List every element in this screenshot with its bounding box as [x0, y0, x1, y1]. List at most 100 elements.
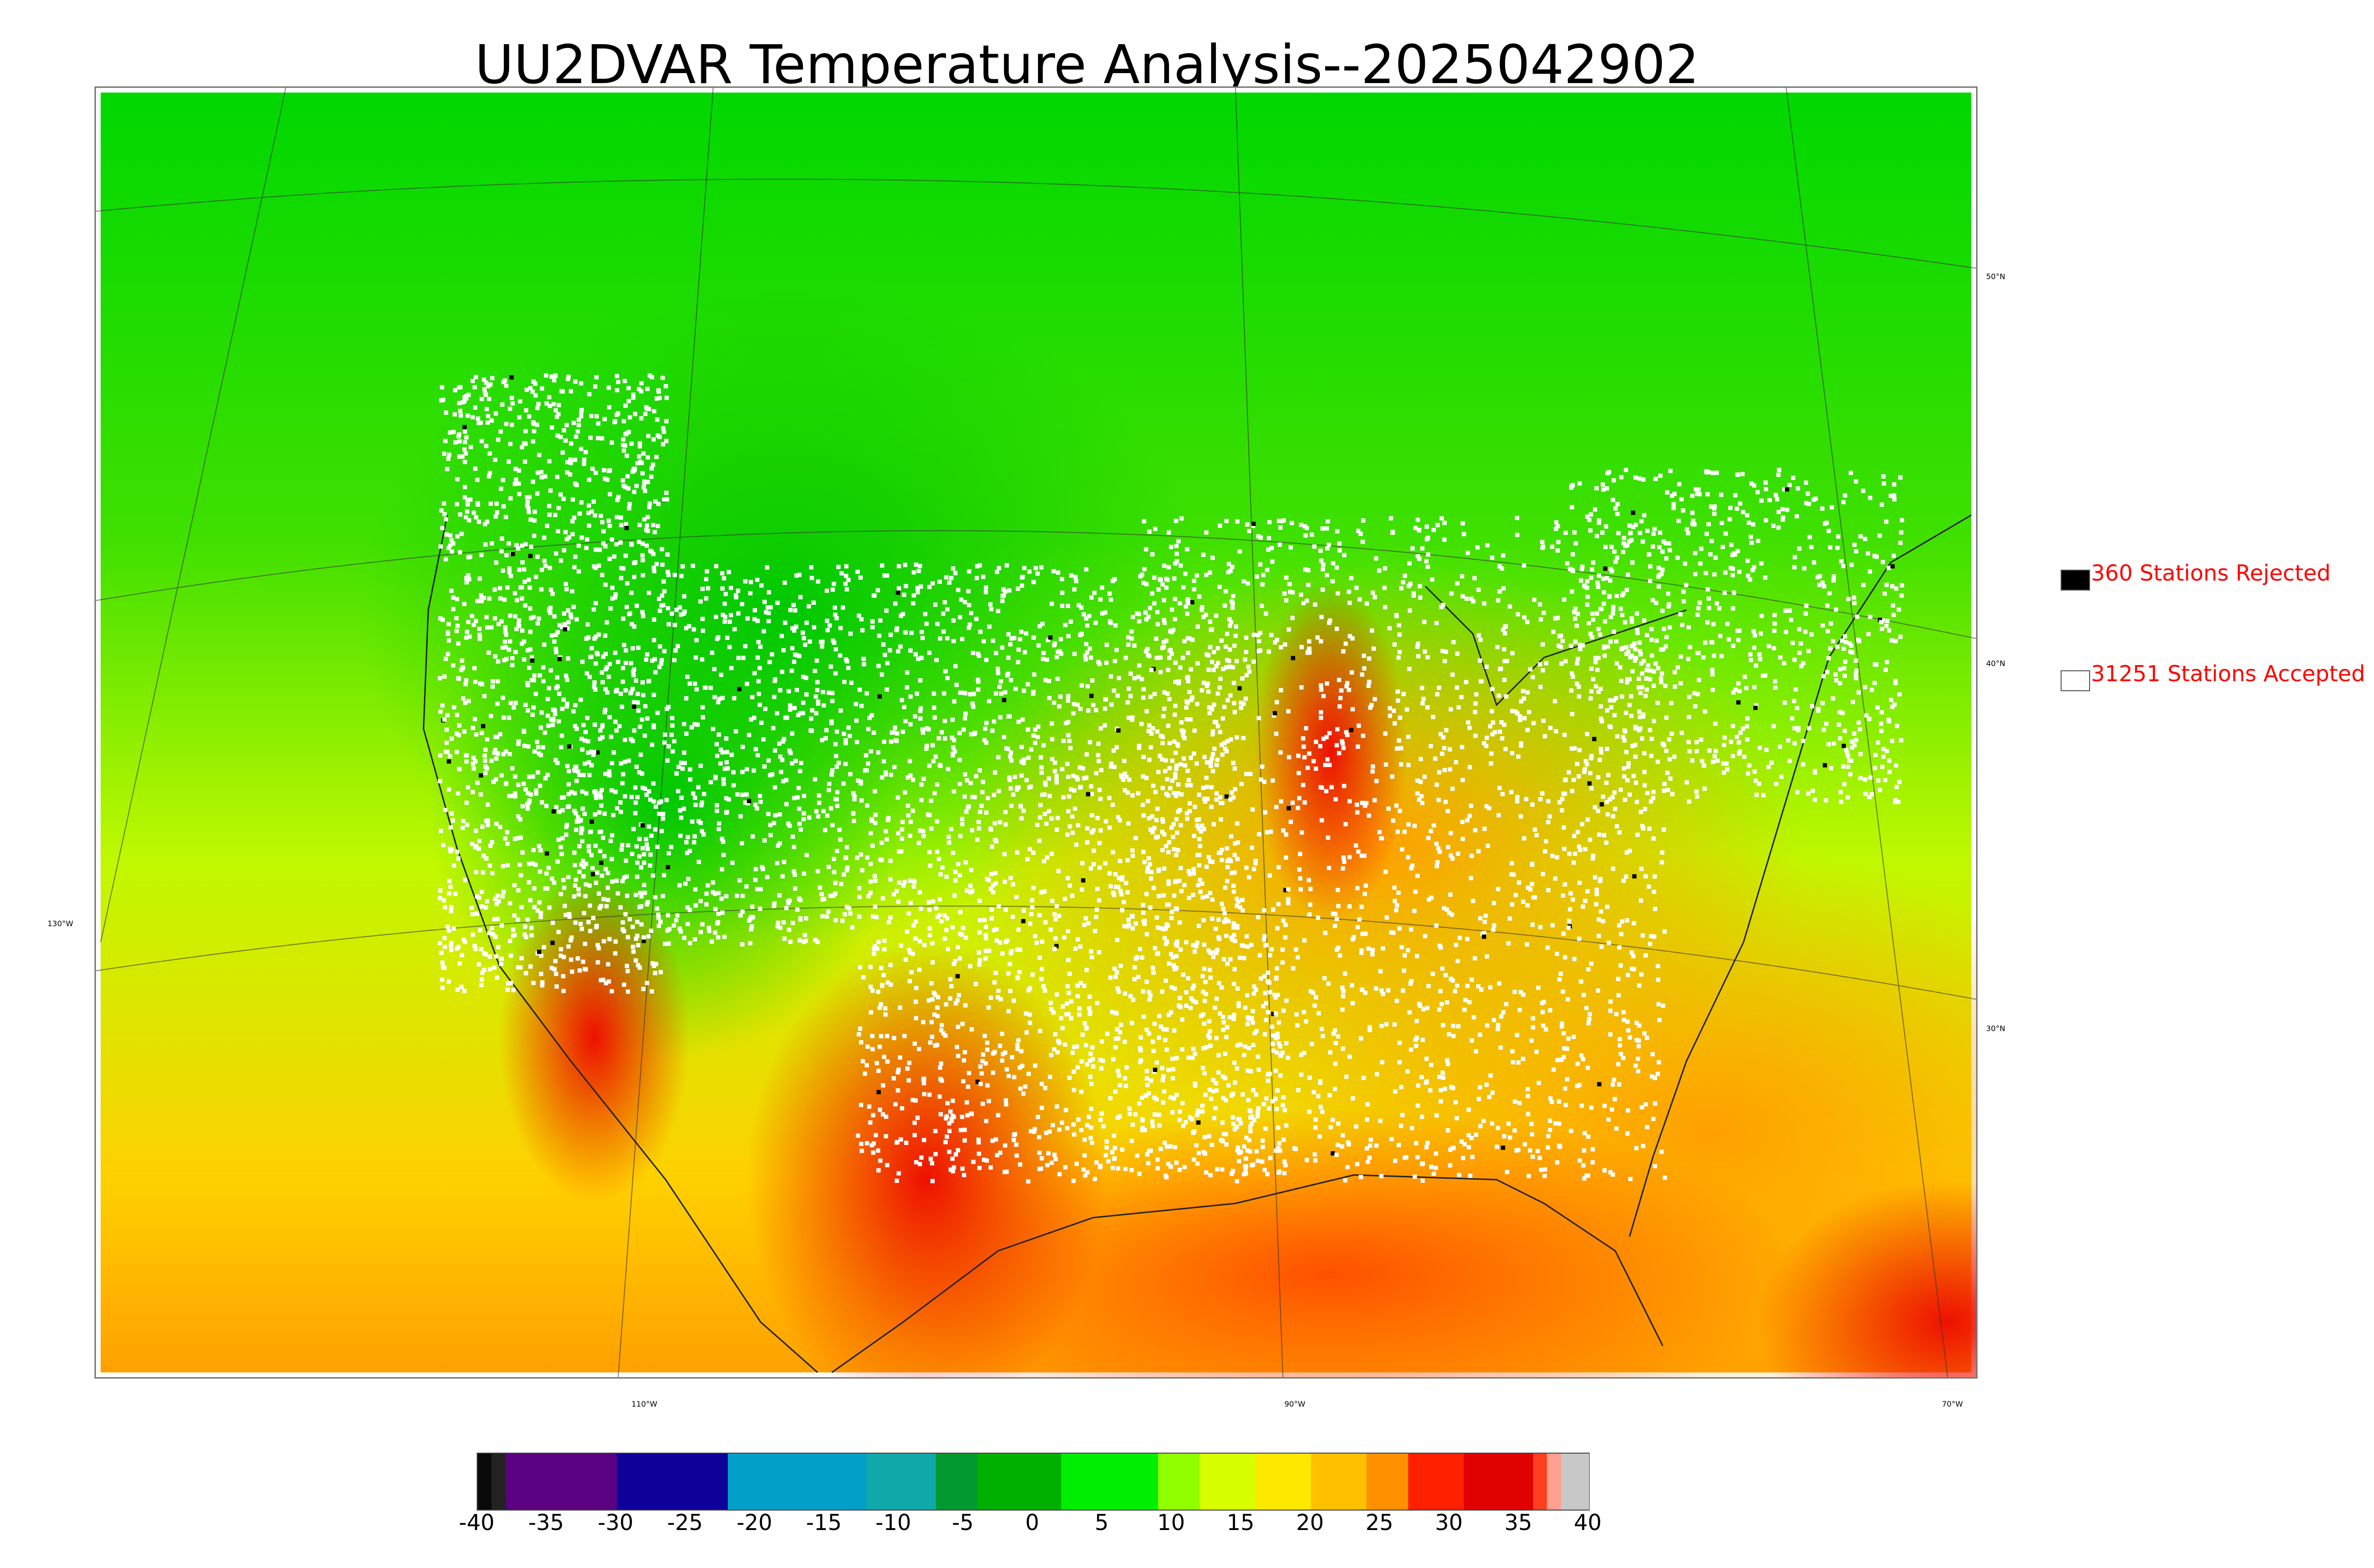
station-accepted: [1571, 1034, 1576, 1039]
station-accepted: [1424, 1145, 1429, 1150]
station-accepted: [471, 725, 475, 730]
station-accepted: [445, 924, 450, 929]
station-accepted: [1633, 475, 1638, 480]
station-accepted: [1157, 1035, 1161, 1040]
station-accepted: [792, 706, 797, 711]
station-accepted: [631, 392, 636, 397]
station-accepted: [467, 518, 471, 523]
station-accepted: [493, 777, 498, 782]
station-accepted: [1021, 808, 1026, 813]
station-accepted: [604, 665, 609, 670]
station-accepted: [719, 896, 724, 901]
station-accepted: [1709, 539, 1714, 544]
station-accepted: [513, 701, 518, 705]
station-accepted: [595, 960, 600, 965]
station-accepted: [914, 919, 918, 924]
station-accepted: [637, 540, 641, 545]
station-accepted: [1315, 635, 1320, 640]
station-accepted: [896, 831, 901, 836]
station-accepted: [1522, 563, 1526, 568]
station-accepted: [1190, 1117, 1195, 1122]
station-accepted: [618, 905, 623, 910]
station-accepted: [651, 693, 656, 697]
station-accepted: [1660, 850, 1665, 855]
station-accepted: [1173, 772, 1178, 777]
station-accepted: [1286, 887, 1291, 892]
station-accepted: [1517, 1008, 1522, 1013]
station-accepted: [791, 603, 796, 608]
station-accepted: [994, 938, 999, 943]
station-accepted: [522, 729, 527, 734]
station-accepted: [554, 632, 558, 637]
station-accepted: [1333, 1041, 1338, 1045]
station-accepted: [735, 792, 740, 797]
station-accepted: [1589, 1105, 1593, 1110]
station-accepted: [1168, 1095, 1173, 1100]
station-accepted: [522, 639, 527, 644]
station-accepted: [1227, 857, 1232, 862]
station-accepted: [1111, 802, 1115, 807]
station-accepted: [588, 830, 593, 835]
station-accepted: [1178, 807, 1182, 812]
station-accepted: [1044, 821, 1049, 826]
station-accepted: [447, 452, 452, 457]
station-accepted: [1555, 524, 1560, 528]
station-accepted: [873, 904, 877, 909]
station-accepted: [686, 835, 690, 839]
station-accepted: [827, 781, 831, 786]
station-accepted: [619, 576, 623, 581]
station-accepted: [777, 741, 782, 746]
station-accepted: [641, 846, 645, 851]
station-accepted: [598, 791, 603, 796]
station-accepted: [1321, 563, 1326, 567]
station-accepted: [1343, 641, 1348, 646]
station-accepted: [1653, 1101, 1658, 1106]
station-accepted: [629, 591, 634, 595]
station-accepted: [1489, 1121, 1494, 1126]
station-accepted: [1573, 541, 1578, 546]
station-accepted: [473, 466, 478, 471]
station-accepted: [1119, 892, 1124, 897]
station-accepted: [1031, 850, 1036, 855]
station-accepted: [636, 963, 641, 967]
station-accepted: [1644, 668, 1649, 673]
station-accepted: [1821, 727, 1826, 732]
station-accepted: [1159, 926, 1163, 931]
station-accepted: [513, 591, 518, 596]
station-accepted: [578, 697, 583, 702]
station-accepted: [726, 570, 731, 574]
station-accepted: [1589, 689, 1594, 694]
station-accepted: [1273, 1148, 1278, 1153]
station-accepted: [993, 837, 998, 842]
station-accepted: [1565, 997, 1570, 1002]
station-accepted: [1852, 595, 1856, 600]
station-accepted: [1316, 915, 1320, 920]
station-accepted: [684, 840, 689, 845]
station-accepted: [1186, 601, 1191, 605]
station-accepted: [1697, 492, 1702, 497]
station-accepted: [1148, 905, 1153, 910]
station-accepted: [1586, 621, 1591, 626]
station-accepted: [1548, 1008, 1553, 1013]
station-accepted: [617, 724, 622, 729]
station-accepted: [1602, 1168, 1607, 1173]
station-accepted: [766, 758, 771, 763]
station-accepted: [1517, 714, 1522, 719]
station-accepted: [1420, 801, 1424, 806]
temperature-map[interactable]: [94, 86, 1978, 1379]
station-accepted: [484, 615, 489, 620]
station-accepted: [1496, 1027, 1500, 1032]
station-accepted: [1442, 768, 1447, 772]
station-accepted: [929, 798, 933, 803]
station-accepted: [1278, 750, 1283, 755]
station-accepted: [834, 764, 839, 769]
station-accepted: [455, 987, 460, 992]
station-accepted: [1644, 676, 1649, 681]
station-accepted: [650, 658, 655, 663]
station-accepted: [1441, 1070, 1445, 1075]
station-accepted: [1043, 920, 1048, 925]
station-accepted: [1147, 816, 1151, 821]
station-accepted: [1555, 616, 1560, 620]
station-accepted: [915, 590, 920, 595]
station-accepted: [1736, 638, 1741, 642]
